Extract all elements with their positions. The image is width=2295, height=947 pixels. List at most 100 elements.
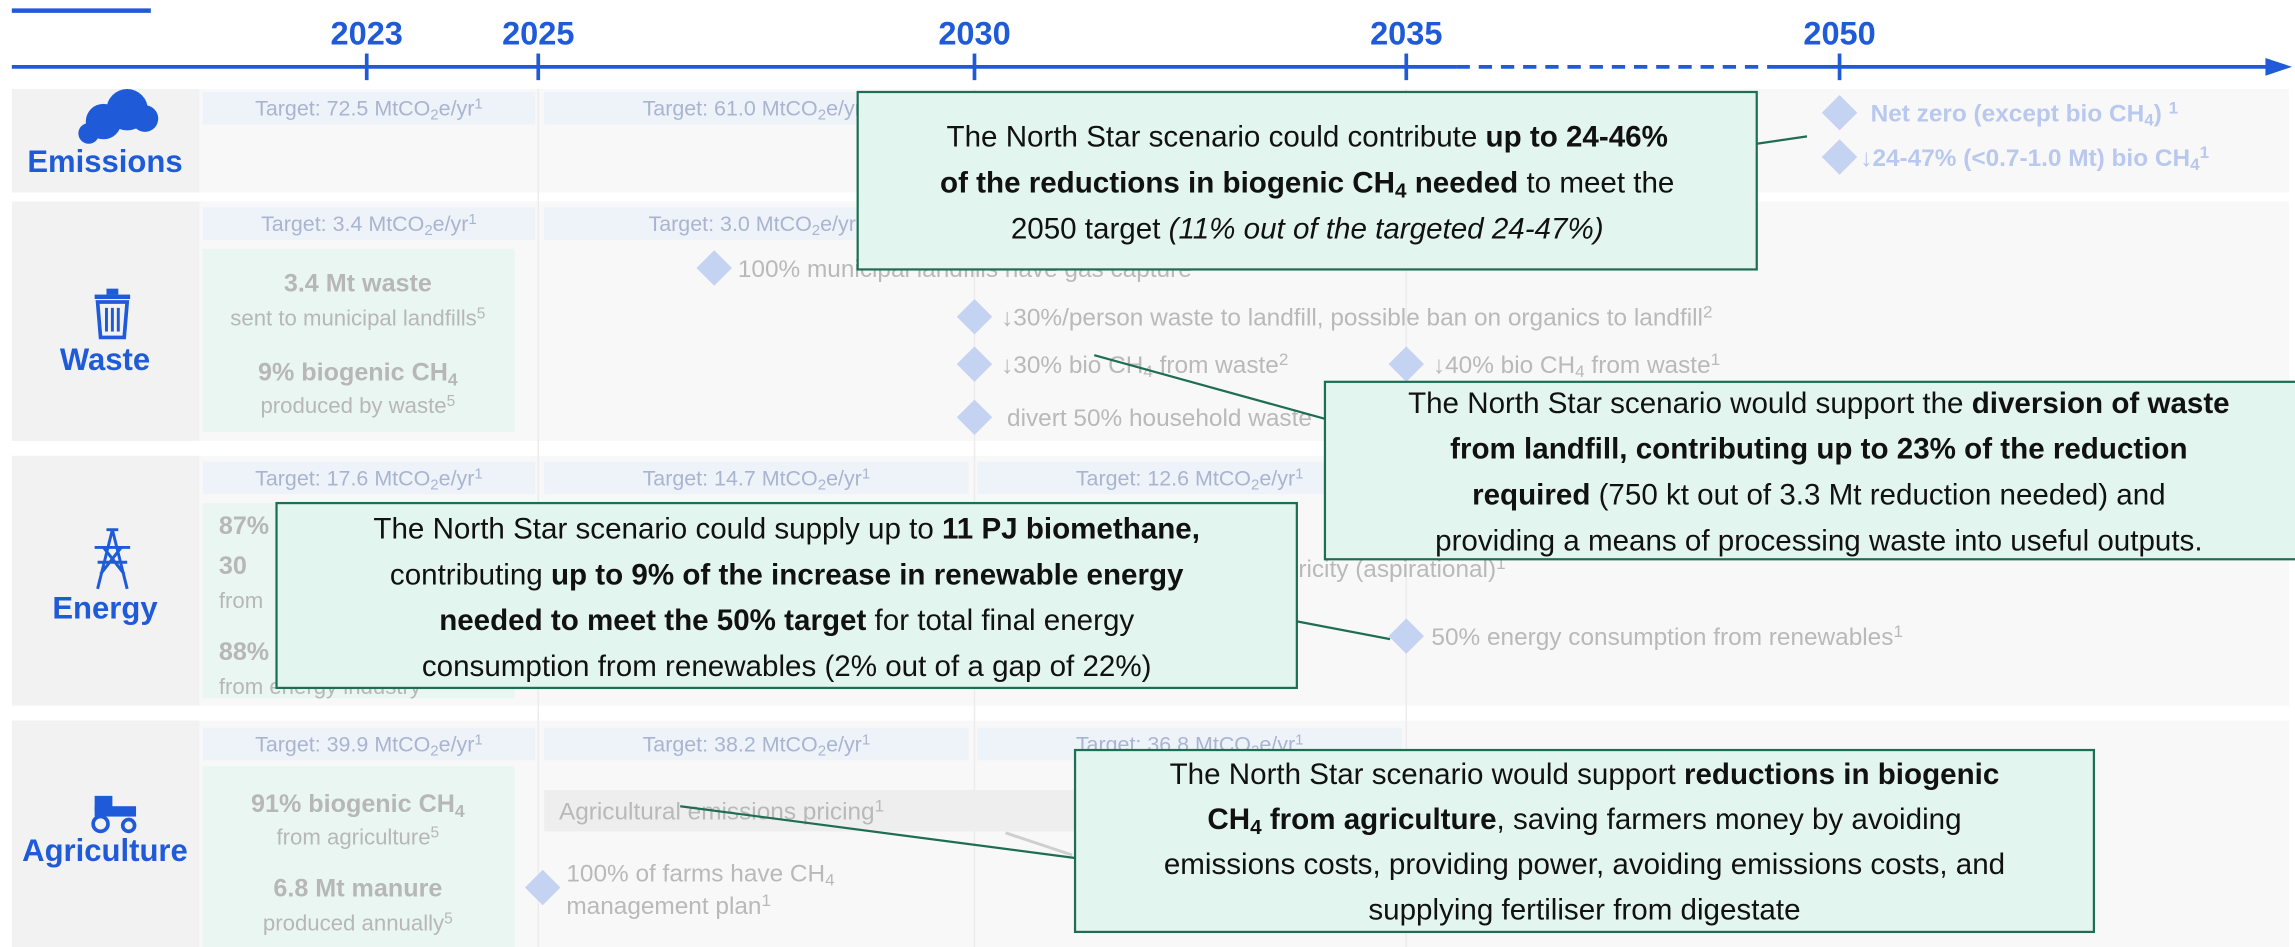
text-segment: 6.8 Mt manure	[273, 874, 442, 902]
callout-text: contributing up to 9% of the increase in…	[390, 558, 1184, 591]
row-label-bg	[11, 455, 200, 706]
text-segment: 87%	[219, 512, 269, 540]
callout-box	[1073, 748, 2096, 934]
text-segment: , saving farmers money by avoiding	[1497, 803, 1962, 836]
text-segment: The North Star scenario would support th…	[1408, 387, 1972, 420]
callout-connector	[1756, 135, 1808, 145]
text-segment: The North Star scenario could supply up …	[373, 513, 942, 546]
text-segment: 4	[825, 871, 834, 890]
callout-text: CH4 from agriculture, saving farmers mon…	[1207, 803, 1961, 839]
text-segment: 1	[862, 466, 870, 483]
milestone-label: ↓40% bio CH4 from waste1	[1433, 350, 1720, 381]
target-label: Target: 14.7 MtCO2e/yr1	[643, 466, 871, 494]
target-box	[544, 461, 969, 495]
callout-text: from landfill, contributing up to 23% of…	[1450, 433, 2187, 466]
callout-text: 2050 target (11% out of the targeted 24-…	[1011, 212, 1604, 245]
text-segment: required	[1472, 479, 1590, 512]
year-label: 2023	[331, 16, 403, 52]
milestone-label: management plan1	[566, 892, 771, 921]
callout-box	[856, 90, 1758, 271]
text-segment: e/yr	[439, 733, 475, 757]
fact-text: 87%	[219, 512, 269, 540]
text-segment: consumption from renewables (2% out of a…	[422, 650, 1152, 683]
target-label: Target: 17.6 MtCO2e/yr1	[255, 466, 483, 494]
text-segment: The North Star scenario would support	[1170, 758, 1684, 791]
milestone-label: 100% of farms have CH4	[566, 861, 834, 890]
milestone-label: ↓30% bio CH4 from waste2	[1001, 350, 1288, 381]
text-segment: ↓40% bio CH	[1433, 352, 1575, 379]
text-segment: providing a means of processing waste in…	[1435, 524, 2202, 557]
target-box	[202, 461, 536, 495]
target-box	[202, 727, 536, 761]
target-label: Target: 38.2 MtCO2e/yr1	[643, 732, 871, 759]
text-segment: 2	[430, 476, 438, 493]
callout-text: The North Star scenario could contribute…	[947, 121, 1668, 154]
text-segment: 2	[812, 222, 820, 239]
text-segment: (11% out of the targeted 24-47%)	[1169, 212, 1604, 245]
text-segment: 4	[1143, 362, 1152, 381]
agriculture-icon	[91, 795, 137, 834]
energy-icon	[94, 528, 131, 590]
text-segment: 1	[875, 797, 885, 816]
text-segment: ricity (aspirational)	[1298, 556, 1496, 583]
year-label: 2025	[502, 16, 574, 52]
callout-connector	[1093, 354, 1326, 420]
callout-text: The North Star scenario could supply up …	[373, 513, 1200, 546]
text-segment: Target: 72.5 MtCO	[255, 97, 430, 121]
fact-text: produced annually5	[263, 910, 453, 935]
fact-box	[202, 766, 515, 947]
text-segment: produced by waste	[260, 393, 446, 418]
fact-text: sent to municipal landfills5	[230, 305, 485, 330]
milestone-marker	[956, 346, 993, 382]
fact-text: from agriculture5	[277, 824, 440, 849]
row-label: Agriculture	[22, 833, 188, 868]
milestone-label: Net zero (except bio CH4) 1	[1871, 99, 2179, 130]
text-segment: 1	[1295, 732, 1303, 749]
text-segment: 4	[1250, 816, 1262, 839]
text-segment: 2	[818, 476, 826, 493]
target-box	[202, 207, 536, 240]
text-segment: contributing	[390, 558, 551, 591]
milestone-label: ↓30%/person waste to landfill, possible …	[1001, 303, 1712, 332]
callout-text: The North Star scenario would support re…	[1170, 758, 2000, 791]
year-label: 2030	[938, 16, 1010, 52]
target-label: Target: 12.6 MtCO2e/yr1	[1076, 466, 1304, 494]
callout-text: The North Star scenario would support th…	[1408, 387, 2230, 420]
text-segment: 5	[477, 305, 486, 322]
text-segment: 1	[761, 892, 771, 911]
year-label: 2050	[1803, 16, 1875, 52]
text-segment: 2	[1703, 303, 1713, 322]
text-segment: 5	[447, 393, 456, 410]
milestone-marker	[1388, 346, 1425, 382]
target-label: Target: 72.5 MtCO2e/yr1	[255, 96, 483, 123]
text-segment: 4	[455, 801, 465, 821]
text-segment: 50% energy consumption from renewables	[1431, 624, 1893, 651]
text-segment: 3.4 Mt waste	[284, 270, 432, 298]
text-segment: 2	[818, 742, 826, 759]
text-segment: Net zero (except bio CH	[1871, 101, 2145, 128]
text-segment: produced annually	[263, 910, 445, 935]
milestone-marker	[1821, 94, 1858, 131]
text-segment: 11 PJ biomethane,	[942, 513, 1200, 546]
milestone-label: ricity (aspirational)1	[1298, 554, 1505, 583]
row-label: Waste	[60, 342, 150, 377]
callout-connector	[1296, 620, 1391, 641]
text-segment: 4	[2144, 111, 2154, 130]
text-segment: 2	[1251, 476, 1259, 493]
target-label: Target: 61.0 MtCO2e/yr1	[643, 96, 871, 123]
fact-text: 3.4 Mt waste	[284, 270, 432, 298]
text-segment: 1	[1496, 554, 1506, 573]
text-segment: e/yr	[439, 97, 475, 121]
text-segment: e/yr	[826, 97, 862, 121]
text-segment: 1	[1711, 350, 1721, 369]
text-segment: Target: 61.0 MtCO	[643, 97, 818, 121]
text-segment: (750 kt out of 3.3 Mt reduction needed) …	[1590, 479, 2165, 512]
text-segment: Target: 3.4 MtCO	[261, 212, 424, 236]
callout-text: required (750 kt out of 3.3 Mt reduction…	[1472, 479, 2165, 512]
text-segment: 4	[448, 369, 458, 389]
text-segment: reductions in biogenic	[1684, 758, 1999, 791]
callout-text: needed to meet the 50% target for total …	[439, 604, 1134, 637]
text-segment: e/yr	[826, 733, 862, 757]
text-segment: sent to municipal landfills	[230, 306, 476, 331]
text-segment: from waste	[1153, 352, 1279, 379]
